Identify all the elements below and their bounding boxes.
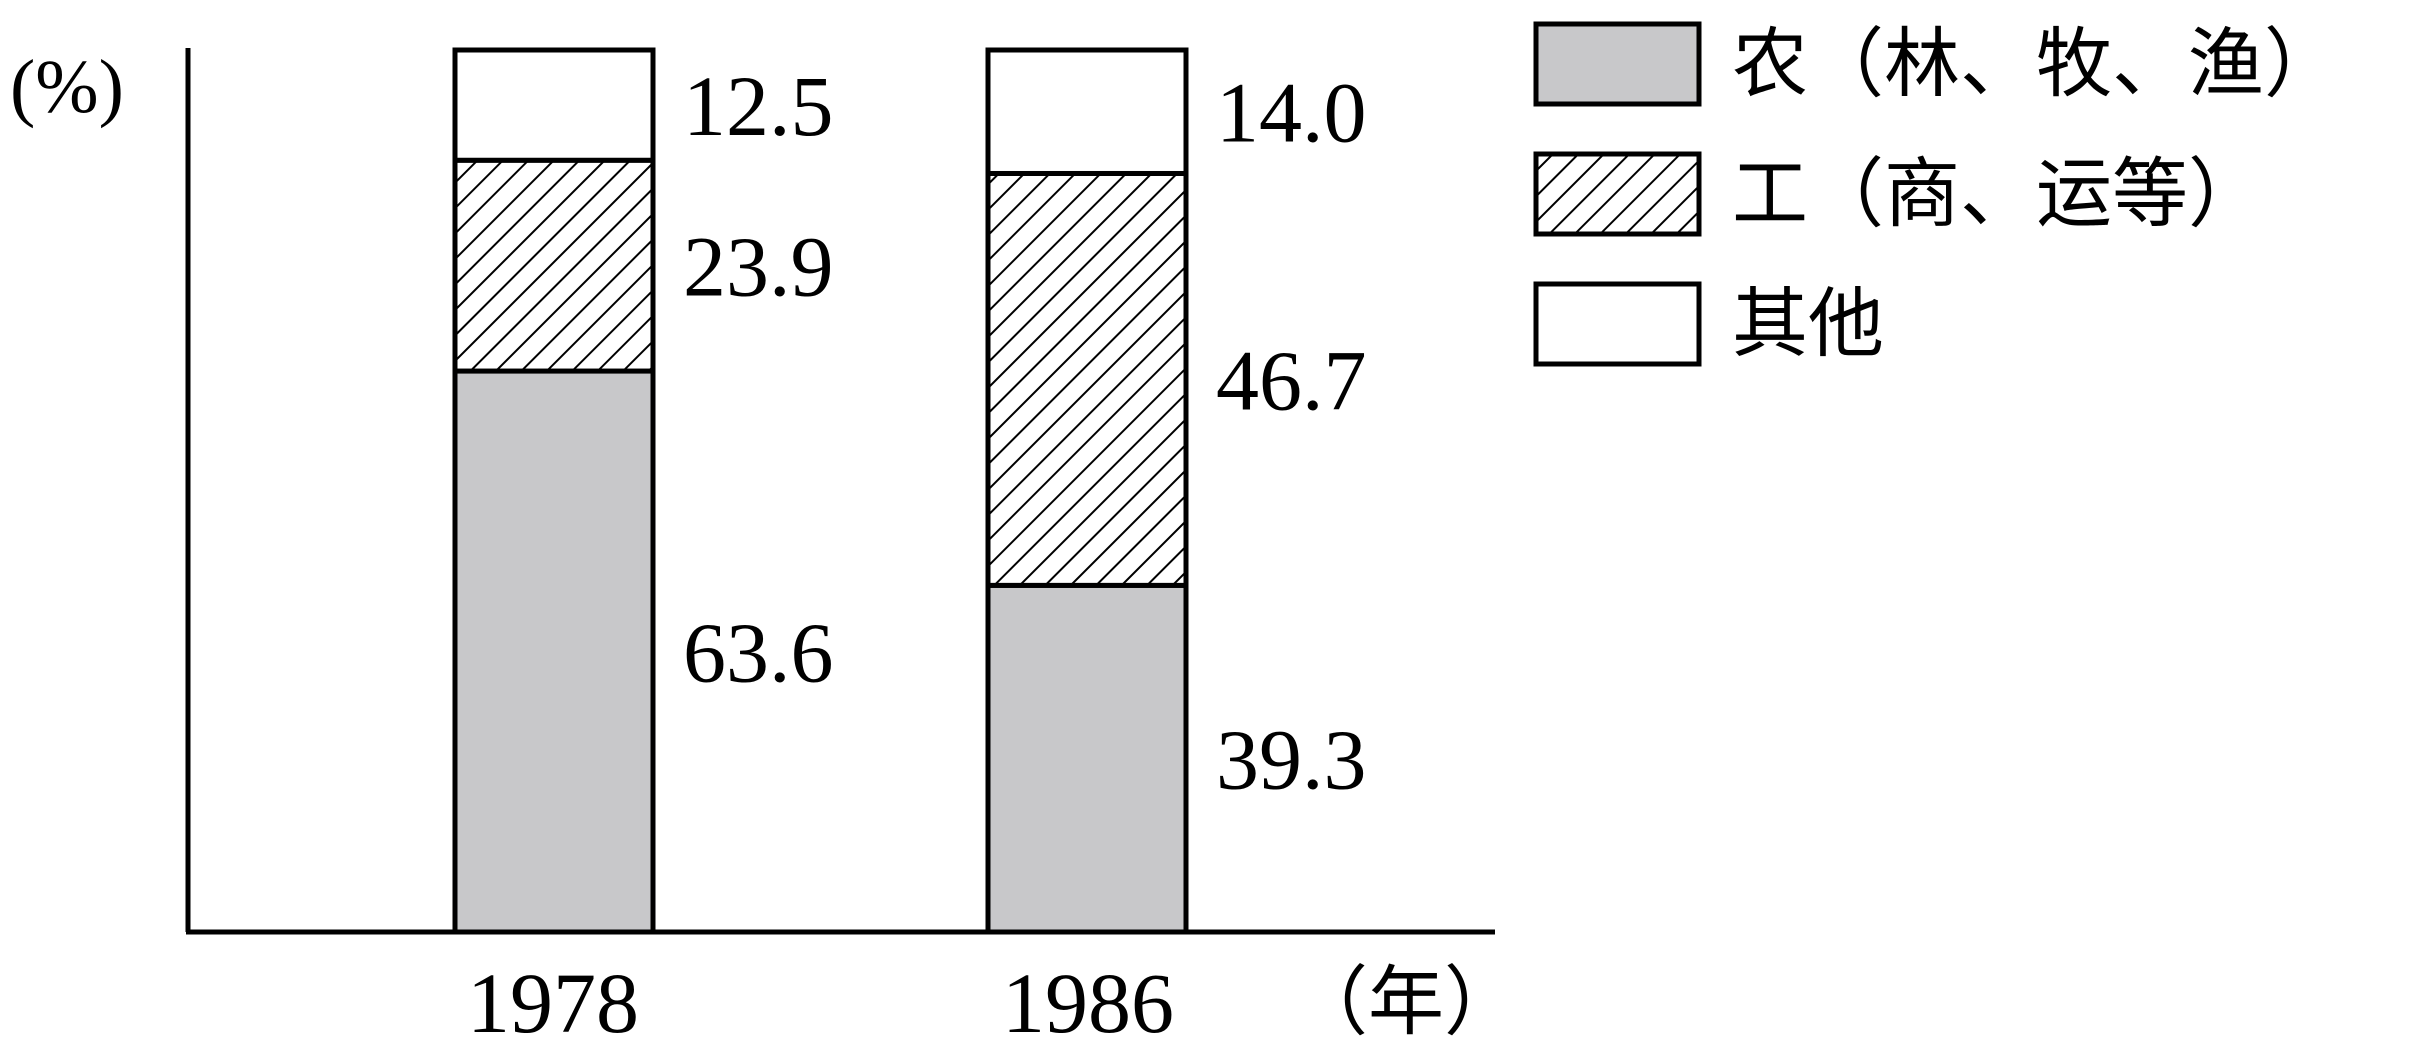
data-labels-group: 63.6 23.9 12.5 39.3 46.7 14.0	[683, 58, 1367, 808]
data-label-other-1986: 14.0	[1216, 65, 1367, 161]
data-label-agriculture-1978: 63.6	[683, 605, 834, 701]
x-tick-labels: 1978 1986	[467, 955, 1174, 1051]
data-label-other-1978: 12.5	[683, 58, 834, 154]
legend-swatch-agriculture	[1533, 21, 1702, 107]
data-label-industry-1986: 46.7	[1216, 332, 1367, 428]
bars-group	[452, 47, 1189, 935]
bar-segment-other-1986	[985, 47, 1189, 176]
legend-swatch-other	[1533, 281, 1702, 367]
bar-segment-agriculture-1986	[985, 582, 1189, 935]
legend-label-other: 其他	[1732, 283, 1884, 367]
x-tick-label-1978: 1978	[467, 955, 639, 1051]
legend: 农（林、牧、渔） 工（商、运等） 其他	[1533, 21, 2340, 367]
x-tick-label-1986: 1986	[1002, 955, 1174, 1051]
y-axis-unit: (%)	[10, 45, 124, 129]
bar-segment-industry-1978	[452, 157, 656, 374]
bar-segment-agriculture-1978	[452, 368, 656, 935]
x-axis-unit: （年）	[1292, 961, 1520, 1045]
bar-segment-other-1978	[452, 47, 656, 163]
legend-label-industry: 工（商、运等）	[1732, 153, 2264, 237]
bar-segment-industry-1986	[985, 170, 1189, 588]
data-label-agriculture-1986: 39.3	[1216, 712, 1367, 808]
legend-label-agriculture: 农（林、牧、渔）	[1732, 23, 2340, 107]
data-label-industry-1978: 23.9	[683, 219, 834, 315]
legend-swatch-industry	[1533, 151, 1702, 237]
